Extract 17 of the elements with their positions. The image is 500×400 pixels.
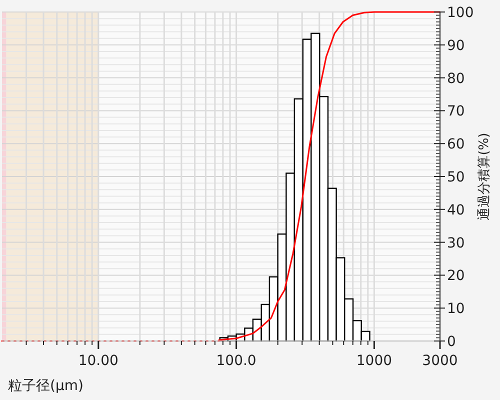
x-axis-title: 粒子径(μm) <box>8 378 84 394</box>
y-tick-label: 50 <box>447 170 465 186</box>
y-tick-label: 70 <box>447 104 465 120</box>
y-tick-label: 30 <box>447 235 465 252</box>
y-tick-label: 90 <box>447 38 465 54</box>
y-axis-title: 通過分積算(%) <box>477 132 492 220</box>
y-tick-label: 20 <box>447 268 465 284</box>
x-tick-label: 1000 <box>356 353 392 369</box>
x-tick-label: 3000 <box>422 353 458 369</box>
y-tick-label: 100 <box>447 5 474 21</box>
x-tick-label: 10.00 <box>78 353 118 369</box>
y-tick-label: 40 <box>447 202 465 218</box>
y-tick-label: 80 <box>447 70 465 87</box>
y-tick-label: 10 <box>447 301 465 318</box>
y-tick-label: 0 <box>447 334 456 350</box>
y-tick-label: 60 <box>447 136 465 153</box>
x-tick-label: 100.0 <box>216 353 256 369</box>
